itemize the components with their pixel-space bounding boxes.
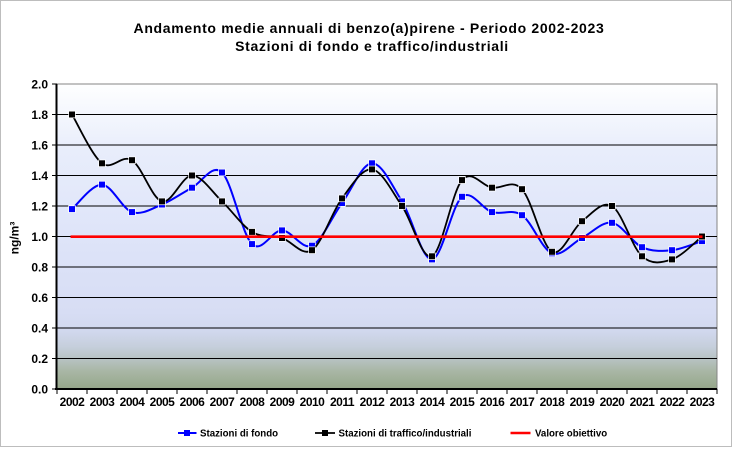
svg-text:1.8: 1.8 xyxy=(31,108,48,122)
svg-text:0.2: 0.2 xyxy=(31,352,48,366)
svg-text:2012: 2012 xyxy=(360,395,386,409)
svg-text:1.2: 1.2 xyxy=(31,199,48,213)
svg-text:2007: 2007 xyxy=(210,395,236,409)
svg-text:2002: 2002 xyxy=(60,395,86,409)
svg-text:0.0: 0.0 xyxy=(31,382,48,396)
svg-text:2009: 2009 xyxy=(270,395,296,409)
svg-text:Stazioni di traffico/industria: Stazioni di traffico/industriali xyxy=(339,429,472,440)
svg-text:0.6: 0.6 xyxy=(31,291,48,305)
svg-text:Stazioni di fondo e traffico/i: Stazioni di fondo e traffico/industriali xyxy=(235,38,509,54)
svg-text:0.4: 0.4 xyxy=(31,321,48,335)
svg-text:2008: 2008 xyxy=(240,395,266,409)
svg-text:2019: 2019 xyxy=(570,395,596,409)
svg-text:2003: 2003 xyxy=(90,395,116,409)
svg-text:2011: 2011 xyxy=(330,395,355,409)
svg-text:2013: 2013 xyxy=(390,395,416,409)
svg-text:Stazioni di fondo: Stazioni di fondo xyxy=(200,429,278,440)
svg-text:2006: 2006 xyxy=(180,395,206,409)
svg-text:2005: 2005 xyxy=(150,395,176,409)
svg-text:Andamento medie annuali di ben: Andamento medie annuali di benzo(a)piren… xyxy=(134,20,605,36)
svg-text:2021: 2021 xyxy=(630,395,656,409)
svg-text:2016: 2016 xyxy=(480,395,506,409)
svg-text:2022: 2022 xyxy=(660,395,686,409)
svg-text:1.6: 1.6 xyxy=(31,138,48,152)
svg-text:0.8: 0.8 xyxy=(31,260,48,274)
svg-text:Valore obiettivo: Valore obiettivo xyxy=(535,429,607,440)
svg-text:2014: 2014 xyxy=(420,395,446,409)
svg-text:1.4: 1.4 xyxy=(31,169,48,183)
svg-text:2023: 2023 xyxy=(690,395,716,409)
svg-text:2015: 2015 xyxy=(450,395,476,409)
svg-text:2.0: 2.0 xyxy=(31,77,48,91)
svg-text:2018: 2018 xyxy=(540,395,566,409)
svg-text:1.0: 1.0 xyxy=(31,230,48,244)
svg-text:2004: 2004 xyxy=(120,395,146,409)
svg-text:2017: 2017 xyxy=(510,395,536,409)
svg-text:2010: 2010 xyxy=(300,395,326,409)
svg-text:2020: 2020 xyxy=(600,395,626,409)
svg-text:ng/m³: ng/m³ xyxy=(8,222,22,255)
